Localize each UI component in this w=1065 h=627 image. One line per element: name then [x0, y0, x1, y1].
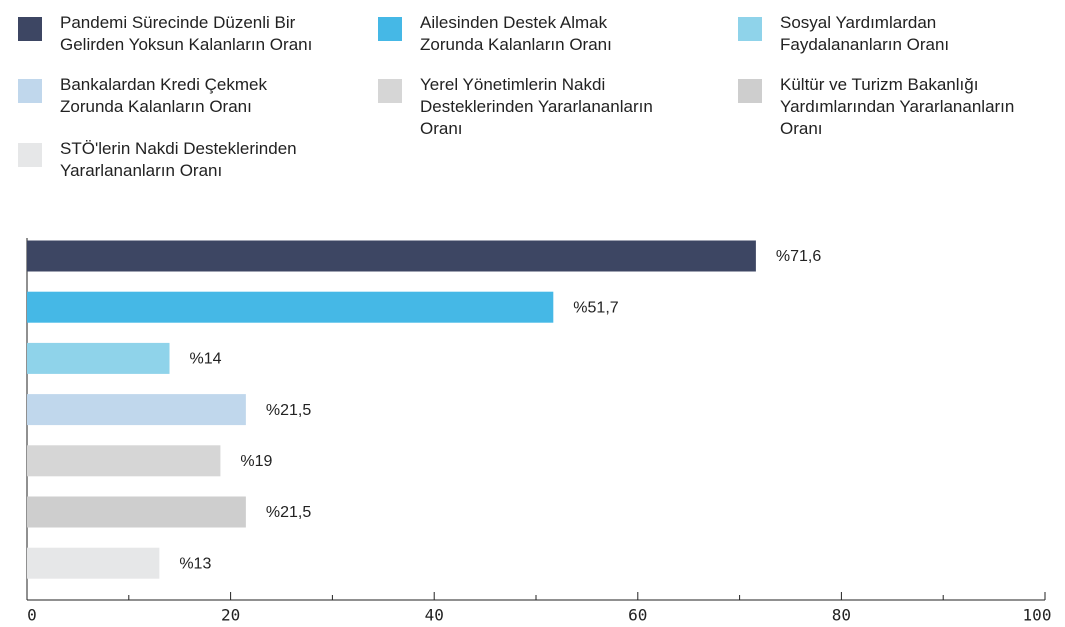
bar: [27, 291, 554, 323]
value-label: %71,6: [776, 248, 821, 265]
legend-swatch: [378, 17, 402, 41]
bar: [27, 342, 170, 374]
legend-label: Yerel Yönetimlerin Nakdi Desteklerinden …: [420, 75, 653, 138]
legend-label: Bankalardan Kredi Çekmek Zorunda Kalanla…: [60, 75, 267, 116]
bar: [27, 547, 160, 579]
x-tick-label: 20: [221, 606, 240, 625]
legend-swatch: [738, 17, 762, 41]
legend-swatch: [18, 17, 42, 41]
value-label: %21,5: [266, 504, 311, 521]
x-tick-label: 60: [628, 606, 647, 625]
legend-swatch: [18, 79, 42, 103]
bar: [27, 394, 246, 426]
bar: [27, 240, 756, 272]
legend-label: STÖ'lerin Nakdi Desteklerinden Yararlana…: [60, 139, 297, 180]
value-label: %19: [240, 453, 272, 470]
value-label: %21,5: [266, 402, 311, 419]
legend-swatch: [738, 79, 762, 103]
bar: [27, 496, 246, 528]
legend-label: Pandemi Sürecinde Düzenli Bir Gelirden Y…: [60, 13, 313, 54]
value-label: %13: [179, 555, 211, 572]
value-label: %14: [190, 351, 222, 368]
legend-label: Sosyal Yardımlardan Faydalananların Oran…: [780, 13, 950, 54]
legend-swatch: [378, 79, 402, 103]
legend-label: Kültür ve Turizm Bakanlığı Yardımlarında…: [780, 75, 1015, 138]
legend-label: Ailesinden Destek Almak Zorunda Kalanlar…: [420, 13, 612, 54]
x-tick-label: 0: [27, 606, 37, 625]
value-label: %51,7: [573, 299, 618, 316]
x-tick-label: 80: [832, 606, 851, 625]
x-tick-label: 40: [425, 606, 444, 625]
x-tick-label: 100: [1023, 606, 1052, 625]
bar: [27, 445, 221, 477]
legend-swatch: [18, 143, 42, 167]
